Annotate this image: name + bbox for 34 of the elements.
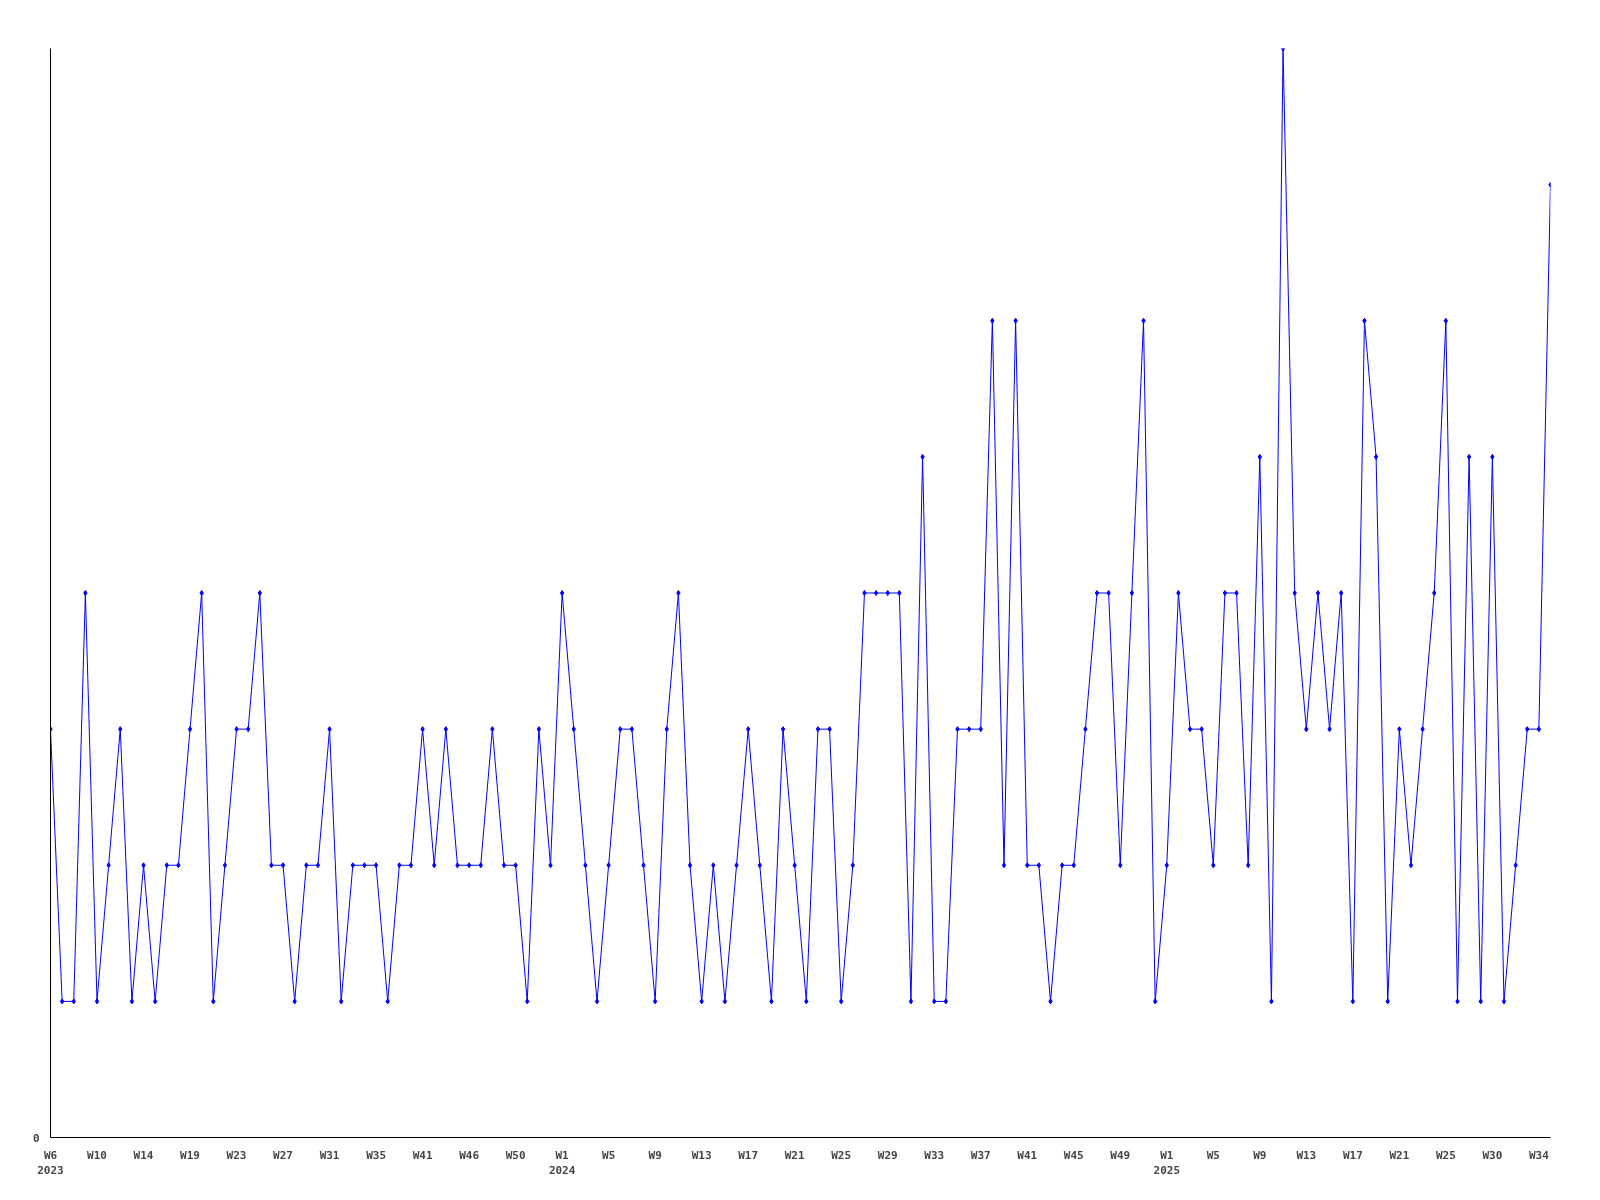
x-tick-label: W46 xyxy=(459,1148,480,1162)
x-tick-label: W21 xyxy=(1389,1148,1410,1162)
x-tick-label: W25 xyxy=(831,1148,852,1162)
x-tick-label: W41 xyxy=(412,1148,433,1162)
x-tick-label: W5 xyxy=(1206,1148,1220,1162)
x-tick-label: W13 xyxy=(1296,1148,1317,1162)
x-tick-label: W35 xyxy=(366,1148,387,1162)
x-tick-label: W33 xyxy=(924,1148,945,1162)
x-tick-label: W49 xyxy=(1110,1148,1131,1162)
x-tick-label: W1 2024 xyxy=(548,1148,576,1178)
x-tick-label: W41 xyxy=(1017,1148,1038,1162)
x-tick-label: W34 xyxy=(1528,1148,1550,1162)
x-tick-label: W31 xyxy=(319,1148,340,1162)
x-tick-label: W10 xyxy=(87,1148,107,1162)
x-tick-label: W29 xyxy=(877,1148,898,1162)
x-tick-label: W37 xyxy=(970,1148,991,1162)
x-tick-label: W13 xyxy=(691,1148,712,1162)
x-tick-label: W14 xyxy=(133,1148,154,1162)
x-tick-label: W9 xyxy=(648,1148,662,1162)
x-tick-label: W5 xyxy=(602,1148,616,1162)
x-tick-label: W17 xyxy=(1342,1148,1363,1162)
x-tick-label: W17 xyxy=(738,1148,759,1162)
x-tick-label: W19 xyxy=(180,1148,200,1162)
text: 0 xyxy=(32,1131,40,1145)
x-tick-label: W21 xyxy=(784,1148,805,1162)
x-tick-label: W25 xyxy=(1435,1148,1456,1162)
x-tick-label: W1 2025 xyxy=(1153,1148,1181,1178)
x-tick-label: W6 2023 xyxy=(37,1148,64,1178)
x-tick-label: W50 xyxy=(505,1148,526,1162)
x-tick-label: W45 xyxy=(1063,1148,1084,1162)
x-tick-label: W27 xyxy=(273,1148,293,1162)
x-tick-label: W23 xyxy=(226,1148,247,1162)
x-tick-label: W30 xyxy=(1482,1148,1503,1162)
x-tick-label: W9 xyxy=(1253,1148,1267,1162)
